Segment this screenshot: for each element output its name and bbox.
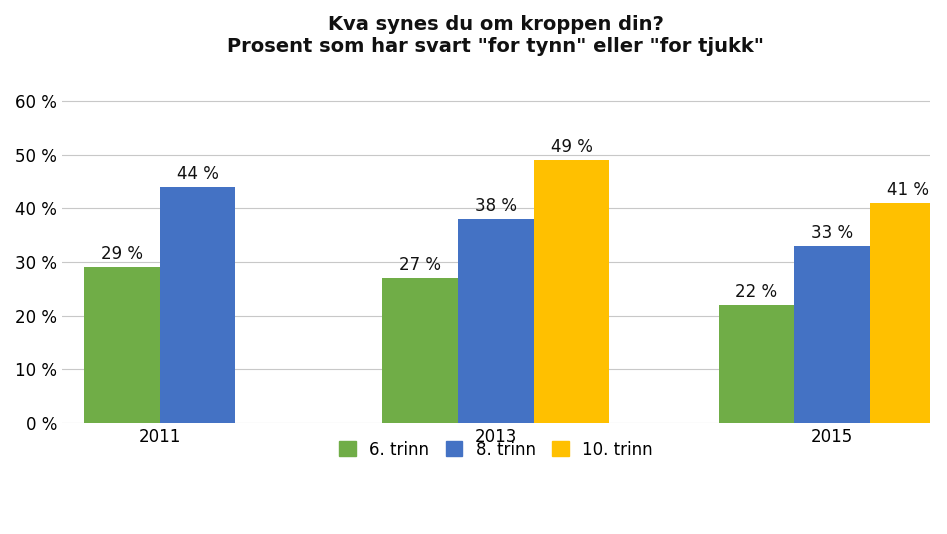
Text: 49 %: 49 %: [550, 138, 593, 156]
Bar: [84, 268, 160, 423]
Text: 33 %: 33 %: [811, 224, 853, 241]
Text: 44 %: 44 %: [177, 164, 219, 183]
Bar: [534, 160, 609, 423]
Bar: [160, 187, 236, 423]
Bar: [719, 305, 795, 423]
Text: 27 %: 27 %: [400, 256, 441, 274]
Text: 22 %: 22 %: [735, 282, 777, 301]
Bar: [795, 246, 869, 423]
Bar: [458, 219, 534, 423]
Bar: [869, 203, 945, 423]
Text: 29 %: 29 %: [101, 245, 143, 263]
Legend: 6. trinn, 8. trinn, 10. trinn: 6. trinn, 8. trinn, 10. trinn: [331, 432, 661, 467]
Text: 38 %: 38 %: [474, 197, 517, 215]
Bar: [383, 278, 458, 423]
Title: Kva synes du om kroppen din?
Prosent som har svart "for tynn" eller "for tjukk": Kva synes du om kroppen din? Prosent som…: [227, 15, 764, 56]
Text: 41 %: 41 %: [886, 180, 929, 199]
